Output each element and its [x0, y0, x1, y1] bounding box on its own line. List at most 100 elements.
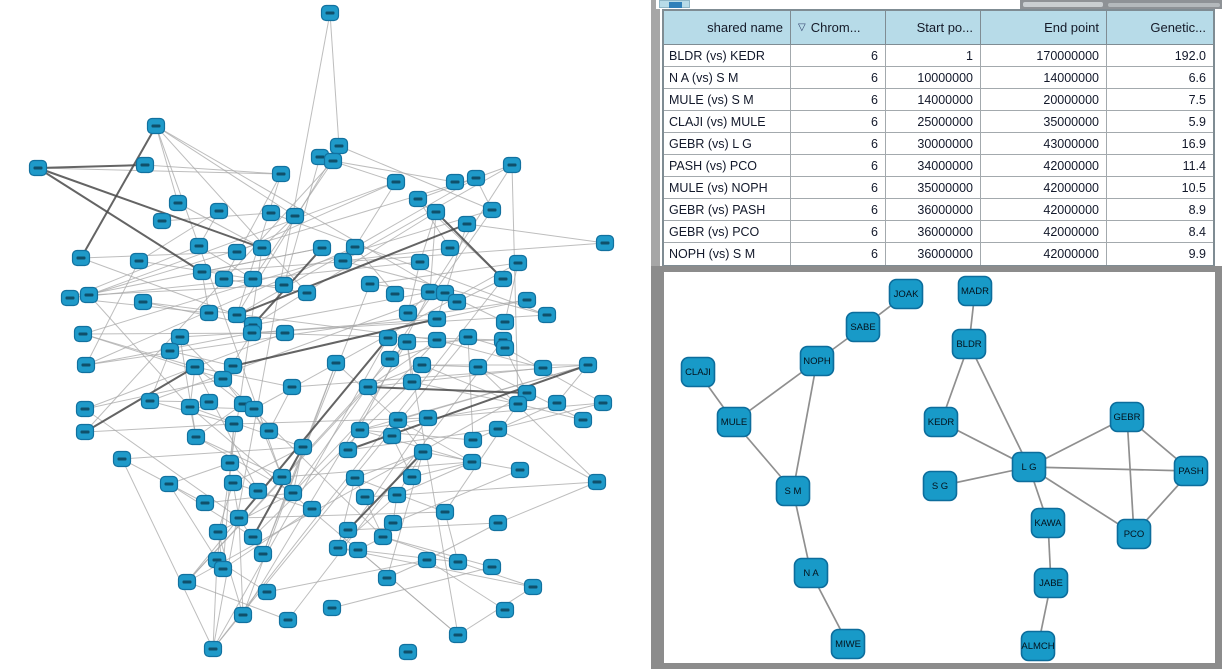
column-header-end-point[interactable]: End point [981, 11, 1107, 44]
subnetwork-node-claji[interactable]: CLAJI [680, 356, 716, 388]
table-row[interactable]: GEBR (vs) PCO 6 36000000 42000000 8.4 [664, 221, 1213, 243]
subnetwork-node-shape[interactable] [775, 475, 811, 507]
network-node-label [248, 535, 258, 539]
subnetwork-node-jabe[interactable]: JABE [1033, 567, 1069, 599]
network-edge [329, 12, 340, 147]
table-row[interactable]: CLAJI (vs) MULE 6 25000000 35000000 5.9 [664, 111, 1213, 133]
subnetwork-node-shape[interactable] [922, 470, 958, 502]
subnetwork-node-kawa[interactable]: KAWA [1030, 507, 1066, 539]
network-node-label [390, 292, 400, 296]
subnetwork-node-shape[interactable] [957, 275, 993, 307]
network-node-label [513, 402, 523, 406]
network-node-label [253, 489, 263, 493]
subnetwork-node-shape[interactable] [1011, 451, 1047, 483]
subnetwork-node-shape[interactable] [680, 356, 716, 388]
network-edge [223, 173, 282, 280]
subnetwork-node-kedr[interactable]: KEDR [923, 406, 959, 438]
network-edge [155, 125, 283, 478]
subnetwork-node-shape[interactable] [1109, 401, 1145, 433]
table-cell: 6.6 [1188, 70, 1206, 85]
network-edge [138, 210, 220, 262]
network-node-label [402, 340, 412, 344]
subnetwork-node-n-a[interactable]: N A [793, 557, 829, 589]
subnetwork-node-s-g[interactable]: S G [922, 470, 958, 502]
column-header-start-po[interactable]: Start po... [886, 11, 981, 44]
subnetwork-node-shape[interactable] [799, 345, 835, 377]
network-node-label [598, 401, 608, 405]
subnetwork-node-label: L G [1022, 462, 1037, 473]
table-cell: 6 [791, 45, 886, 66]
subnetwork-node-shape[interactable] [888, 278, 924, 310]
column-header-chrom[interactable]: ▽ Chrom... [791, 11, 886, 44]
subnetwork-node-bldr[interactable]: BLDR [951, 328, 987, 360]
table-row[interactable]: GEBR (vs) PASH 6 36000000 42000000 8.9 [664, 199, 1213, 221]
table-cell: 6 [791, 177, 886, 198]
table-row[interactable]: MULE (vs) S M 6 14000000 20000000 7.5 [664, 89, 1213, 111]
network-node-label [445, 246, 455, 250]
network-edge [168, 462, 231, 485]
subnetwork-node-shape[interactable] [1020, 630, 1056, 662]
network-edge [332, 160, 456, 183]
network-edge [212, 12, 331, 650]
filter-icon[interactable]: ▽ [798, 21, 806, 33]
subnetwork-node-shape[interactable] [1030, 507, 1066, 539]
network-node-label [403, 650, 413, 654]
network-node-label [331, 361, 341, 365]
network-edge [367, 386, 528, 394]
top-edge-strip [656, 0, 1222, 9]
table-cell: BLDR (vs) KEDR [664, 45, 791, 66]
subnetwork-node-noph[interactable]: NOPH [799, 345, 835, 377]
subnetwork-node-gebr[interactable]: GEBR [1109, 401, 1145, 433]
network-node-label [600, 241, 610, 245]
cutoff-scrollbar-fragment [1020, 0, 1222, 9]
column-header-genetic[interactable]: Genetic... [1107, 11, 1213, 44]
subnetwork-node-l-g[interactable]: L G [1011, 451, 1047, 483]
network-edge [82, 333, 196, 368]
subnetwork-node-label: SABE [850, 322, 875, 333]
network-edge [37, 167, 282, 175]
network-node-label [185, 405, 195, 409]
subnetwork-node-sabe[interactable]: SABE [845, 311, 881, 343]
table-row[interactable]: N A (vs) S M 6 10000000 14000000 6.6 [664, 67, 1213, 89]
subnetwork-node-shape[interactable] [1173, 455, 1209, 487]
table-cell: 10000000 [886, 67, 981, 88]
table-row[interactable]: BLDR (vs) KEDR 6 1 170000000 192.0 [664, 45, 1213, 67]
subnetwork-node-shape[interactable] [845, 311, 881, 343]
subnetwork-node-pco[interactable]: PCO [1116, 518, 1152, 550]
network-node-label [276, 172, 286, 176]
network-node-label [327, 606, 337, 610]
network-node-label [287, 385, 297, 389]
table-cell: 7.5 [1188, 92, 1206, 107]
subnetwork-node-almch[interactable]: ALMCH [1020, 630, 1056, 662]
network-node-label [378, 535, 388, 539]
network-edge [444, 403, 519, 513]
subnetwork-canvas [664, 272, 1215, 663]
subnetwork-node-shape[interactable] [923, 406, 959, 438]
subnetwork-node-shape[interactable] [793, 557, 829, 589]
table-cell: 192.0 [1174, 48, 1206, 63]
table-cell: PASH (vs) PCO [664, 155, 791, 176]
subnetwork-node-s-m[interactable]: S M [775, 475, 811, 507]
subnetwork-node-madr[interactable]: MADR [957, 275, 993, 307]
table-row[interactable]: PASH (vs) PCO 6 34000000 42000000 11.4 [664, 155, 1213, 177]
subnetwork-node-shape[interactable] [716, 406, 752, 438]
table-row[interactable]: GEBR (vs) L G 6 30000000 43000000 16.9 [664, 133, 1213, 155]
subnetwork-node-shape[interactable] [1033, 567, 1069, 599]
table-row[interactable]: MULE (vs) NOPH 6 35000000 42000000 10.5 [664, 177, 1213, 199]
column-header-shared-name[interactable]: shared name [664, 11, 791, 44]
table-cell: 170000000 [981, 45, 1107, 66]
table-cell: 14000000 [886, 89, 981, 110]
network-node-label [468, 438, 478, 442]
subnetwork-node-miwe[interactable]: MIWE [830, 628, 866, 660]
table-row[interactable]: NOPH (vs) S M 6 36000000 42000000 9.9 [664, 243, 1213, 265]
scrollbar-segment [1108, 3, 1220, 7]
subnetwork-node-shape[interactable] [1116, 518, 1152, 550]
subnetwork-node-pash[interactable]: PASH [1173, 455, 1209, 487]
subnetwork-node-label: S M [785, 486, 802, 497]
subnetwork-node-mule[interactable]: MULE [716, 406, 752, 438]
subnetwork-node-joak[interactable]: JOAK [888, 278, 924, 310]
subnetwork-node-shape[interactable] [951, 328, 987, 360]
network-node-label [513, 261, 523, 265]
subnetwork-edge [1028, 466, 1135, 535]
subnetwork-node-shape[interactable] [830, 628, 866, 660]
